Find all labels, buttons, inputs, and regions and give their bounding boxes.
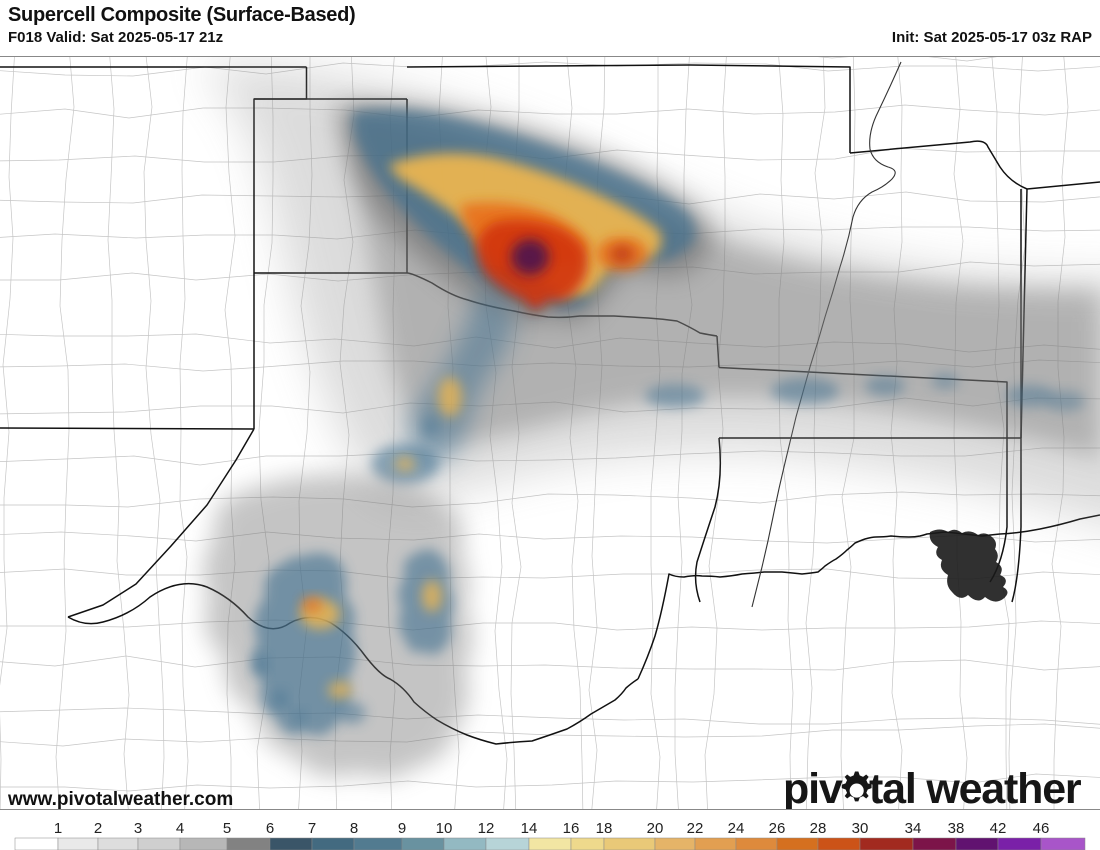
svg-text:42: 42 [990,820,1007,837]
svg-text:3: 3 [134,820,142,837]
svg-text:18: 18 [596,820,613,837]
svg-text:tal weather: tal weather [869,765,1082,809]
svg-text:20: 20 [647,820,664,837]
svg-text:16: 16 [563,820,580,837]
svg-text:2: 2 [94,820,102,837]
svg-text:6: 6 [266,820,274,837]
svg-text:www.pivotalweather.com: www.pivotalweather.com [7,789,233,809]
svg-text:10: 10 [436,820,453,837]
svg-text:24: 24 [728,820,745,837]
svg-text:26: 26 [769,820,786,837]
svg-text:piv: piv [783,765,843,809]
svg-text:46: 46 [1033,820,1050,837]
svg-text:12: 12 [478,820,495,837]
svg-text:4: 4 [176,820,184,837]
svg-text:34: 34 [905,820,922,837]
svg-text:22: 22 [687,820,704,837]
svg-text:30: 30 [852,820,869,837]
svg-text:9: 9 [398,820,406,837]
svg-text:28: 28 [810,820,827,837]
svg-text:7: 7 [308,820,316,837]
svg-text:38: 38 [948,820,965,837]
svg-text:5: 5 [223,820,231,837]
svg-text:14: 14 [521,820,538,837]
svg-text:8: 8 [350,820,358,837]
svg-text:1: 1 [54,820,62,837]
